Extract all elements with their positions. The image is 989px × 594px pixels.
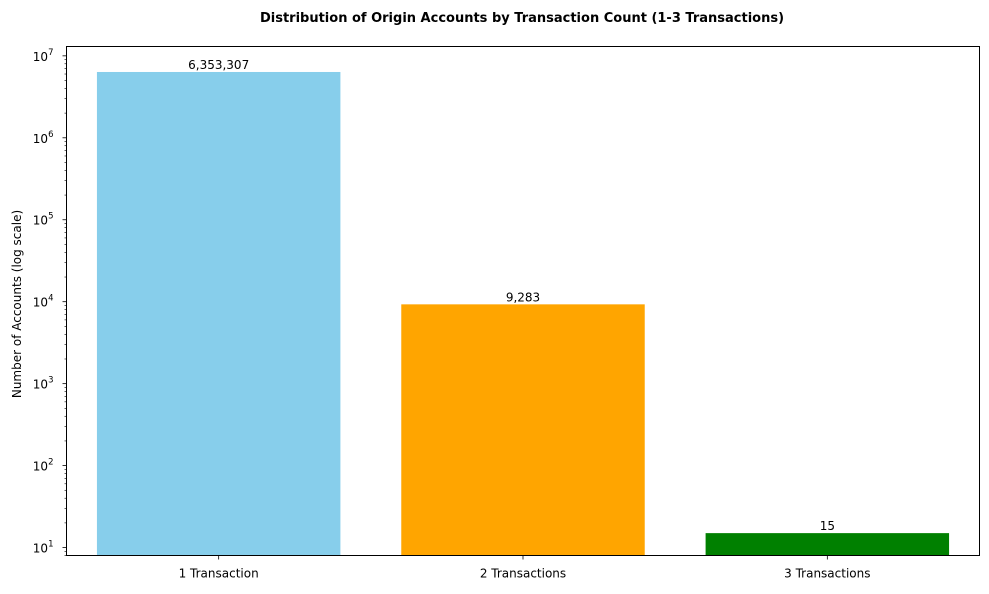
data-labels-layer: 6,353,307 9,283 15 bbox=[188, 58, 835, 533]
y-tick-label-5: 105 bbox=[33, 212, 54, 228]
x-tick-label-3: 3 Transactions bbox=[784, 567, 870, 581]
data-label-3: 15 bbox=[820, 519, 835, 533]
data-label-1: 6,353,307 bbox=[188, 58, 249, 72]
y-tick-label-1: 101 bbox=[33, 540, 54, 556]
y-tick-label-2: 102 bbox=[33, 458, 54, 474]
chart-title: Distribution of Origin Accounts by Trans… bbox=[260, 11, 784, 26]
y-tick-label-7: 107 bbox=[33, 48, 54, 64]
y-tick-label-4: 104 bbox=[33, 294, 54, 310]
plot-area-frame bbox=[66, 46, 980, 556]
bars-layer bbox=[96, 71, 950, 556]
x-tick-label-2: 2 Transactions bbox=[480, 567, 566, 581]
y-tick-label-6: 106 bbox=[33, 130, 54, 146]
bar-3 bbox=[705, 533, 950, 556]
x-axis-ticks: 1 Transaction 2 Transactions 3 Transaction… bbox=[179, 555, 871, 581]
y-axis-ticks: 101 102 103 104 105 106 107 bbox=[33, 48, 67, 556]
y-axis-label: Number of Accounts (log scale) bbox=[10, 210, 24, 398]
bar-1 bbox=[96, 71, 341, 556]
y-tick-label-3: 103 bbox=[33, 376, 54, 392]
data-label-2: 9,283 bbox=[506, 290, 540, 304]
bar-2 bbox=[401, 304, 645, 556]
x-tick-label-1: 1 Transaction bbox=[179, 567, 259, 581]
